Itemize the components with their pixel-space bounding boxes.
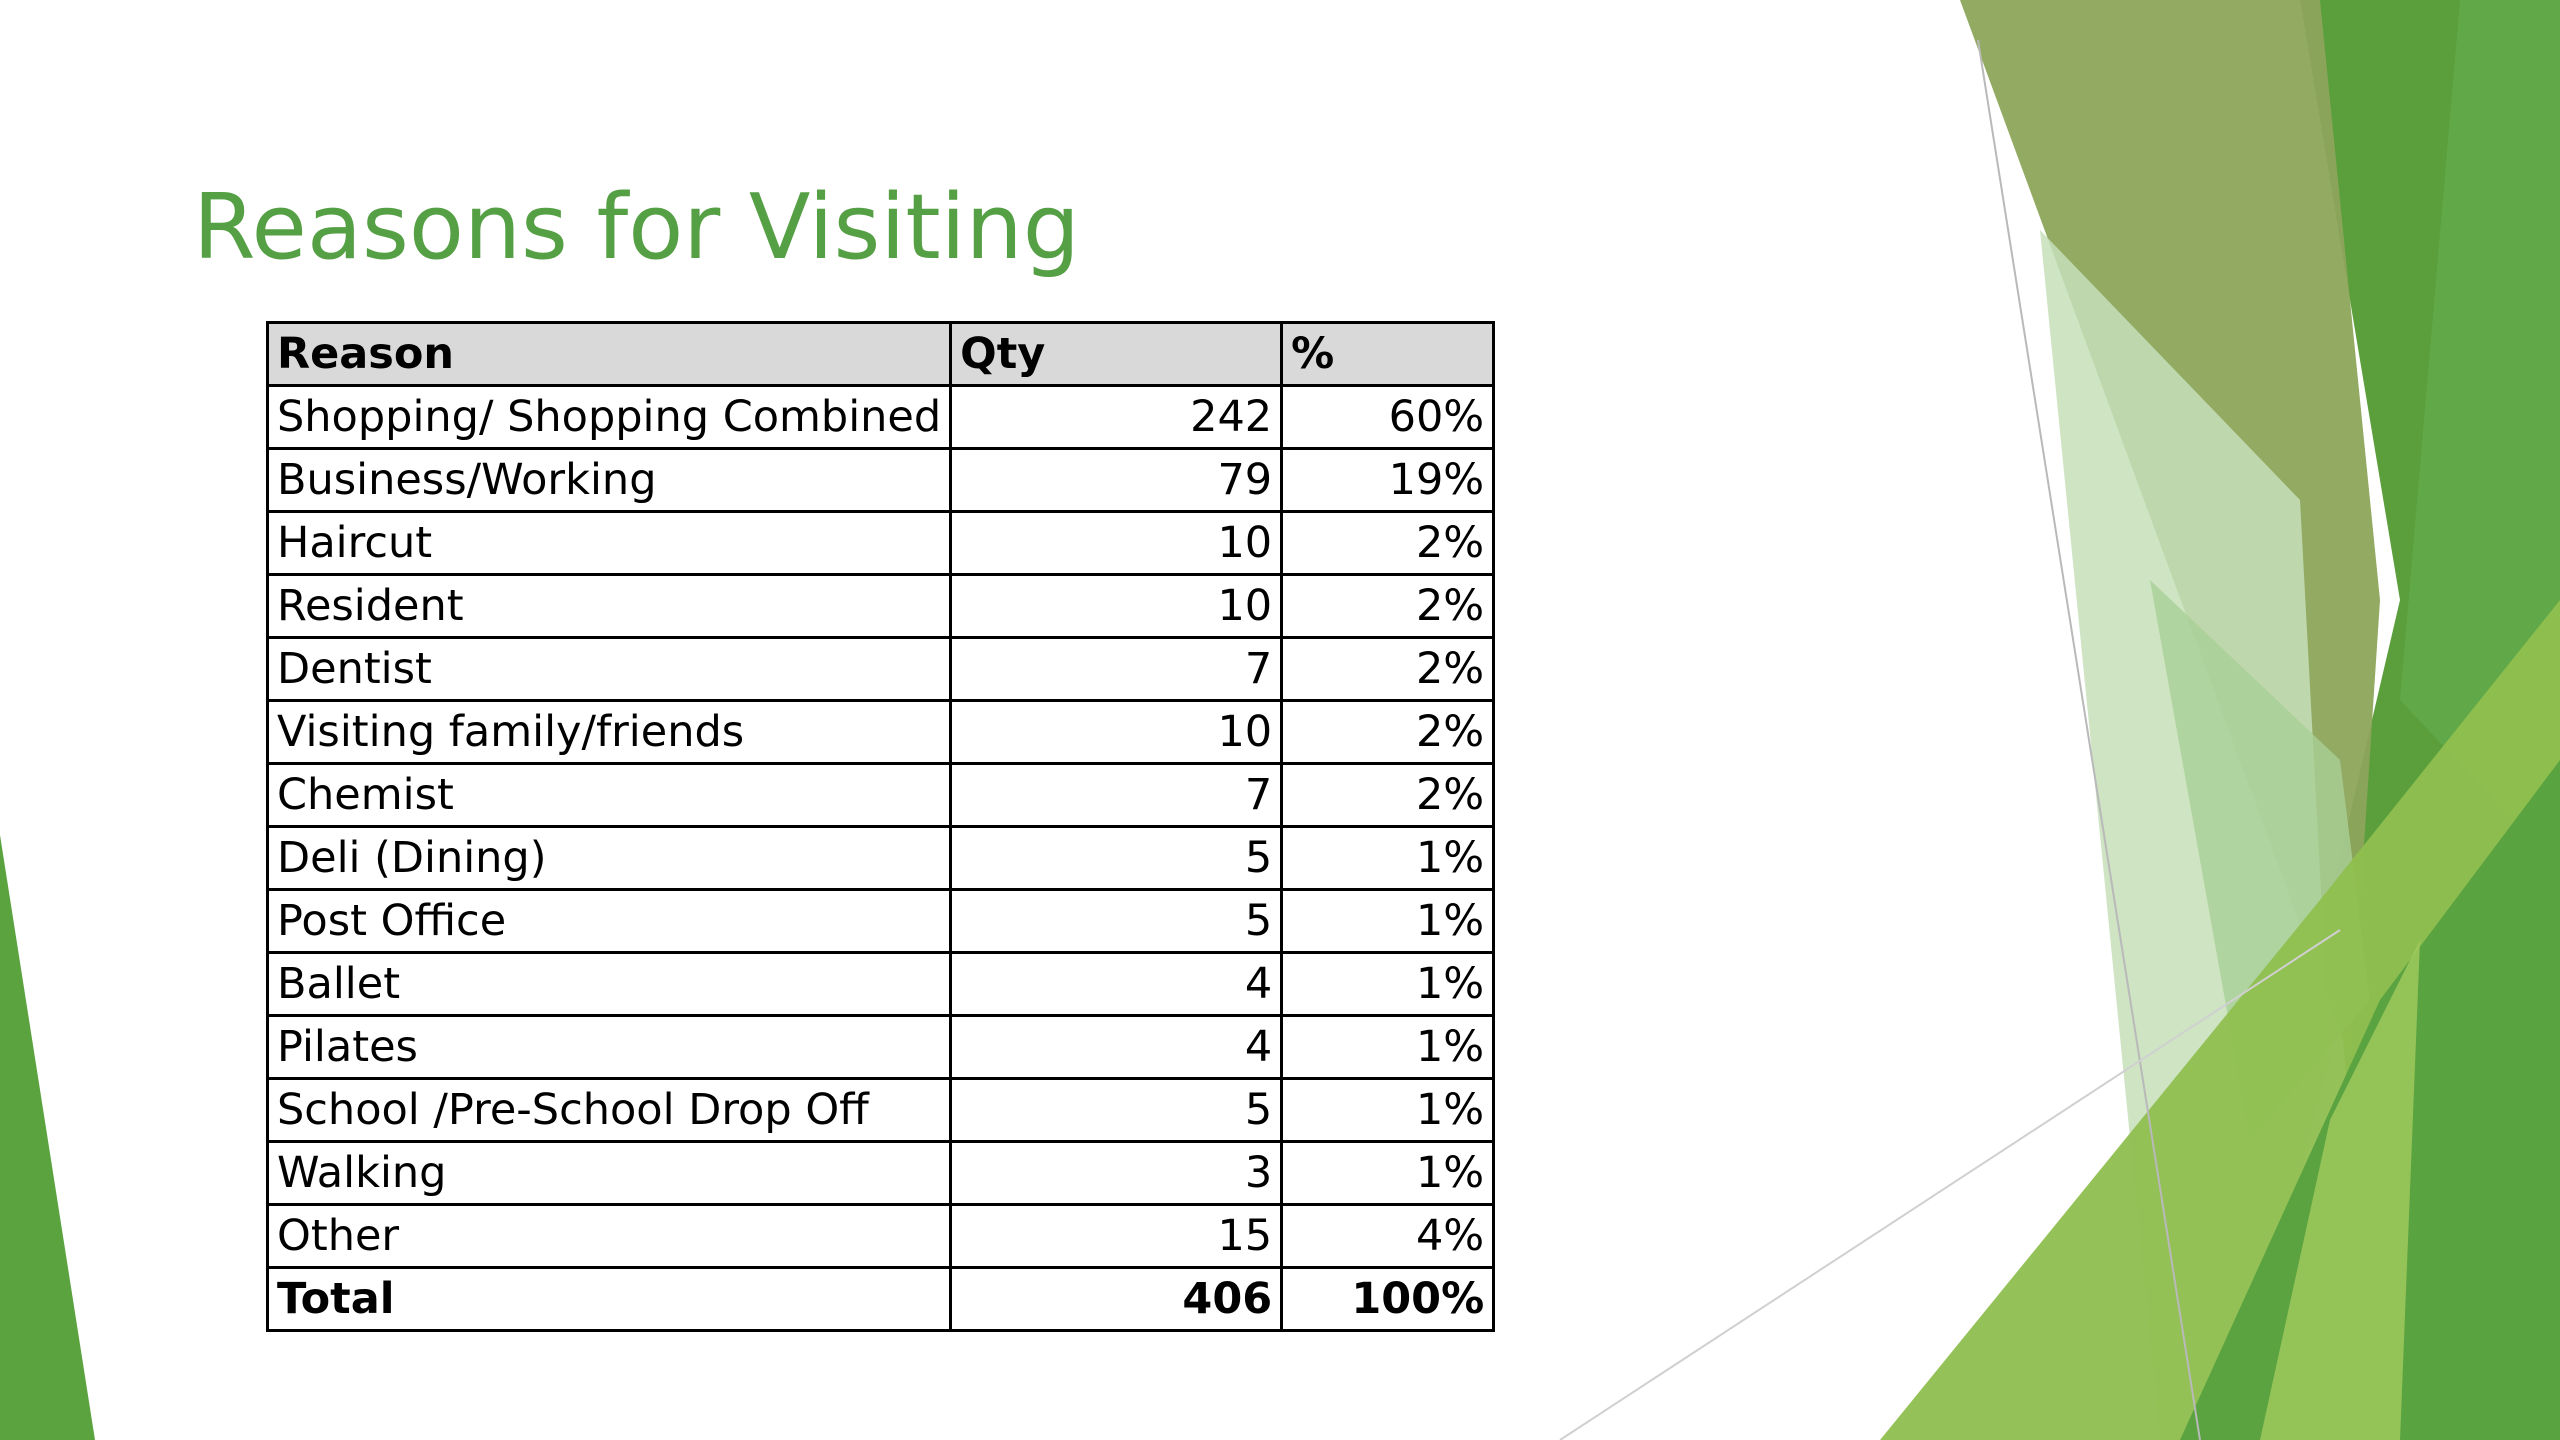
- table-row: Business/Working 79 19%: [265, 447, 1496, 513]
- cell-qty: 7: [949, 636, 1284, 702]
- table-row: Pilates 4 1%: [265, 1014, 1496, 1080]
- cell-percent: 1%: [1280, 825, 1496, 891]
- cell-percent: 2%: [1280, 636, 1496, 702]
- table-row: Ballet 4 1%: [265, 951, 1496, 1017]
- table-header-row: Reason Qty %: [265, 321, 1496, 387]
- total-percent: 100%: [1280, 1266, 1496, 1332]
- header-qty: Qty: [949, 321, 1284, 387]
- table-row: Other 15 4%: [265, 1203, 1496, 1269]
- table-row: Shopping/ Shopping Combined 242 60%: [265, 384, 1496, 450]
- cell-percent: 2%: [1280, 762, 1496, 828]
- header-percent: %: [1280, 321, 1496, 387]
- cell-reason: Chemist: [265, 762, 953, 828]
- reasons-table: Reason Qty % Shopping/ Shopping Combined…: [265, 321, 1496, 1332]
- cell-qty: 10: [949, 510, 1284, 576]
- right-bright-green-strip: [2400, 0, 2560, 870]
- cell-qty: 4: [949, 951, 1284, 1017]
- right-deep-green-facet: [2180, 760, 2560, 1440]
- cell-reason: Walking: [265, 1140, 953, 1206]
- cell-percent: 2%: [1280, 510, 1496, 576]
- right-dark-green-panel: [2300, 0, 2560, 1440]
- cell-reason: Business/Working: [265, 447, 953, 513]
- cell-qty: 3: [949, 1140, 1284, 1206]
- cell-reason: Haircut: [265, 510, 953, 576]
- slide-title: Reasons for Visiting: [193, 175, 1080, 280]
- cell-percent: 2%: [1280, 573, 1496, 639]
- cell-reason: Ballet: [265, 951, 953, 1017]
- header-reason: Reason: [265, 321, 953, 387]
- cell-qty: 5: [949, 825, 1284, 891]
- decorative-line-2: [1559, 929, 2341, 1440]
- cell-reason: Shopping/ Shopping Combined: [265, 384, 953, 450]
- total-qty: 406: [949, 1266, 1284, 1332]
- right-light-lime-facet: [2260, 940, 2420, 1440]
- cell-qty: 5: [949, 888, 1284, 954]
- right-mid-green-facet: [2150, 580, 2370, 1140]
- cell-percent: 1%: [1280, 888, 1496, 954]
- cell-qty: 4: [949, 1014, 1284, 1080]
- decorative-line-1: [1977, 39, 2201, 1440]
- cell-reason: Resident: [265, 573, 953, 639]
- cell-reason: Post Office: [265, 888, 953, 954]
- cell-percent: 1%: [1280, 1140, 1496, 1206]
- cell-percent: 60%: [1280, 384, 1496, 450]
- cell-qty: 10: [949, 573, 1284, 639]
- cell-percent: 19%: [1280, 447, 1496, 513]
- right-lime-facet: [1880, 600, 2560, 1440]
- left-green-shape: [0, 835, 95, 1440]
- table-row: Post Office 5 1%: [265, 888, 1496, 954]
- table-row: Deli (Dining) 5 1%: [265, 825, 1496, 891]
- cell-percent: 2%: [1280, 699, 1496, 765]
- table-row: Walking 3 1%: [265, 1140, 1496, 1206]
- table-total-row: Total 406 100%: [265, 1266, 1496, 1332]
- table-row: Visiting family/friends 10 2%: [265, 699, 1496, 765]
- cell-qty: 242: [949, 384, 1284, 450]
- cell-qty: 7: [949, 762, 1284, 828]
- cell-reason: Dentist: [265, 636, 953, 702]
- cell-percent: 4%: [1280, 1203, 1496, 1269]
- table-row: Dentist 7 2%: [265, 636, 1496, 702]
- cell-reason: Deli (Dining): [265, 825, 953, 891]
- cell-qty: 10: [949, 699, 1284, 765]
- total-label: Total: [265, 1266, 953, 1332]
- right-olive-facet: [1960, 0, 2380, 1060]
- table-row: Resident 10 2%: [265, 573, 1496, 639]
- cell-qty: 15: [949, 1203, 1284, 1269]
- cell-reason: Pilates: [265, 1014, 953, 1080]
- cell-percent: 1%: [1280, 1077, 1496, 1143]
- right-pale-green-facet: [2040, 230, 2330, 1440]
- cell-percent: 1%: [1280, 951, 1496, 1017]
- cell-percent: 1%: [1280, 1014, 1496, 1080]
- table-row: Haircut 10 2%: [265, 510, 1496, 576]
- table-row: School /Pre-School Drop Off 5 1%: [265, 1077, 1496, 1143]
- cell-qty: 79: [949, 447, 1284, 513]
- table-row: Chemist 7 2%: [265, 762, 1496, 828]
- cell-reason: Other: [265, 1203, 953, 1269]
- cell-reason: School /Pre-School Drop Off: [265, 1077, 953, 1143]
- cell-qty: 5: [949, 1077, 1284, 1143]
- cell-reason: Visiting family/friends: [265, 699, 953, 765]
